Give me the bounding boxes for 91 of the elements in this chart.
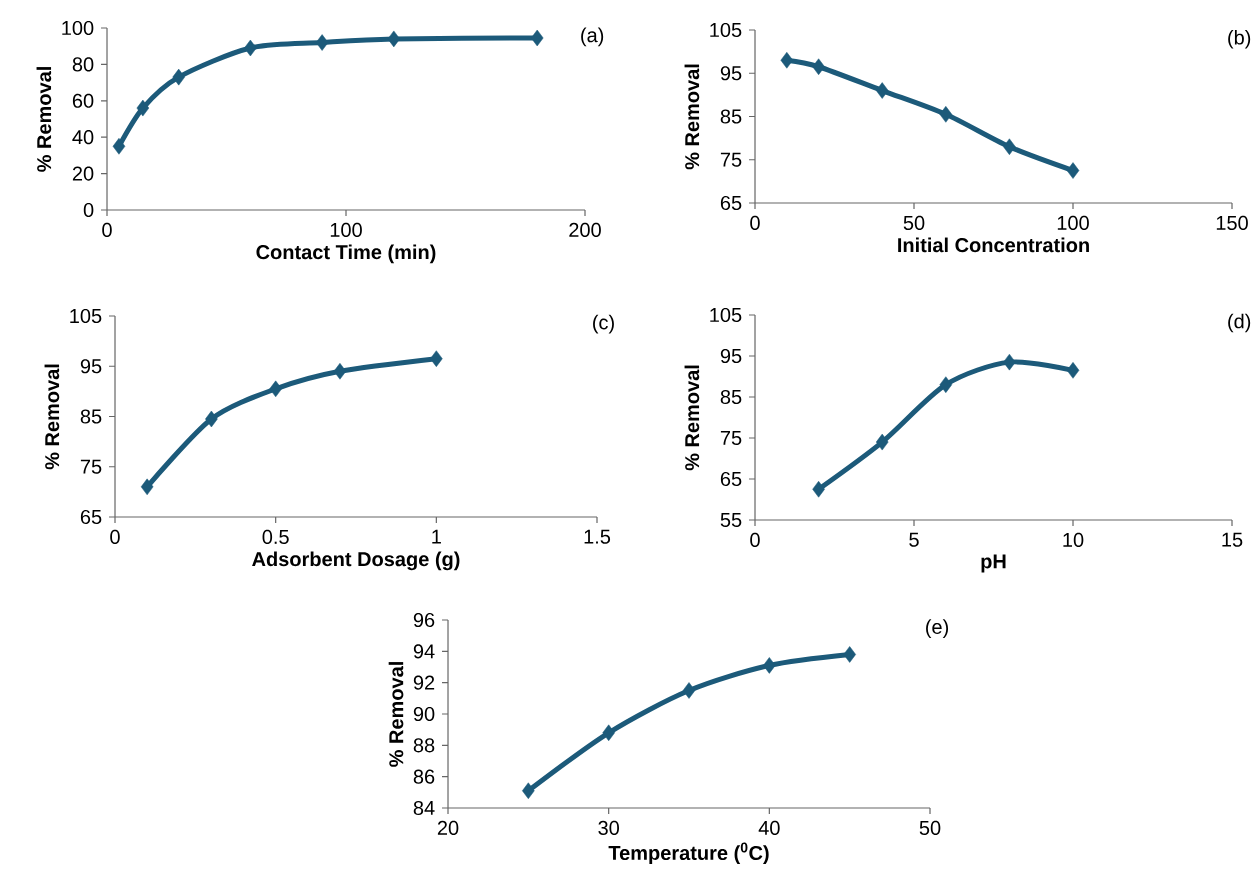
x-tick-label: 150 <box>1216 215 1248 230</box>
y-tick-label: 92 <box>413 675 435 690</box>
y-tick-label: 105 <box>710 307 742 323</box>
y-tick-label: 85 <box>80 409 102 424</box>
y-tick-label: 94 <box>413 644 435 659</box>
y-tick-label: 105 <box>710 22 742 38</box>
y-tick-label: 80 <box>72 57 94 72</box>
y-tick-label: 100 <box>62 20 94 36</box>
y-tick-label: 60 <box>72 93 94 108</box>
point <box>875 82 889 99</box>
x-axis-title: Temperature ($^{0}$C) <box>608 842 769 864</box>
y-tick-label: 86 <box>413 769 435 784</box>
point <box>939 106 953 123</box>
y-axis-title: % Removal <box>684 365 700 471</box>
x-tick-label: 20 <box>437 820 459 835</box>
y-axis-title: % Removal <box>684 64 700 170</box>
x-tick-label: 5 <box>909 532 919 547</box>
point <box>136 99 150 117</box>
annotation: (a) <box>581 27 604 47</box>
x-tick-label: 30 <box>598 820 619 835</box>
y-axis-title: % Removal <box>44 364 60 470</box>
x-tick-label: 1 <box>432 529 441 544</box>
y-tick-label: 0 <box>83 202 94 218</box>
point <box>875 433 889 451</box>
point <box>205 410 218 428</box>
y-tick-label: 88 <box>413 738 435 753</box>
x-tick-label: 100 <box>1057 215 1089 230</box>
y-tick-label: 75 <box>80 459 102 474</box>
y-tick-label: 85 <box>720 389 742 405</box>
x-axis-title: pH <box>981 554 1006 573</box>
annotation: (d) <box>1228 313 1251 333</box>
y-tick-label: 65 <box>720 471 742 487</box>
y-tick-label: 95 <box>720 66 742 81</box>
y-axis-title: % Removal <box>388 662 404 767</box>
point <box>333 363 347 380</box>
x-axis-title: Contact Time (min) <box>256 244 436 264</box>
x-tick-label: 0 <box>102 222 112 237</box>
point <box>140 478 154 496</box>
y-tick-label: 20 <box>72 166 94 181</box>
annotation: (c) <box>593 314 614 334</box>
annotation: (e) <box>926 619 949 638</box>
x-tick-label: 1.5 <box>584 529 611 544</box>
x-tick-label: 10 <box>1063 532 1084 547</box>
x-tick-label: 15 <box>1222 532 1243 547</box>
x-tick-label: 0 <box>110 529 120 544</box>
point <box>812 58 825 75</box>
point <box>682 682 696 699</box>
y-tick-label: 75 <box>720 431 742 445</box>
x-tick-label: 0.5 <box>262 529 289 544</box>
point <box>387 30 401 48</box>
point <box>172 68 185 86</box>
x-tick-label: 40 <box>758 820 780 835</box>
x-axis-title: Adsorbent Dosage (g) <box>252 551 460 571</box>
y-axis-title: % Removal <box>36 67 52 172</box>
y-tick-label: 90 <box>413 706 435 722</box>
y-tick-label: 95 <box>720 348 742 364</box>
point <box>843 646 856 663</box>
x-tick-label: 0 <box>750 532 760 547</box>
point <box>763 657 776 674</box>
point <box>244 39 257 57</box>
y-tick-label: 75 <box>720 152 742 167</box>
point <box>1003 353 1016 371</box>
x-tick-label: 50 <box>919 820 941 835</box>
point <box>602 724 615 742</box>
point <box>939 376 953 393</box>
point <box>1066 162 1080 179</box>
y-tick-label: 84 <box>413 800 435 816</box>
y-tick-label: 96 <box>413 612 435 628</box>
point <box>430 350 443 367</box>
point <box>1066 362 1080 379</box>
point <box>1003 138 1016 156</box>
point <box>812 480 825 498</box>
y-tick-label: 95 <box>80 359 102 374</box>
y-tick-label: 105 <box>70 308 102 324</box>
point <box>269 380 282 398</box>
annotation: (b) <box>1228 29 1251 49</box>
x-tick-label: 50 <box>903 215 925 230</box>
point <box>522 782 535 799</box>
y-tick-label: 65 <box>720 195 742 211</box>
y-tick-label: 85 <box>720 109 742 124</box>
x-tick-label: 0 <box>750 215 760 230</box>
point <box>780 52 794 69</box>
y-tick-label: 40 <box>72 130 94 145</box>
y-tick-label: 65 <box>80 509 102 525</box>
point <box>315 34 329 51</box>
x-tick-label: 200 <box>569 222 601 237</box>
point <box>530 29 544 47</box>
point <box>112 138 126 155</box>
y-tick-label: 55 <box>720 513 742 527</box>
x-tick-label: 100 <box>330 222 362 237</box>
x-axis-title: Initial Concentration <box>898 237 1089 253</box>
